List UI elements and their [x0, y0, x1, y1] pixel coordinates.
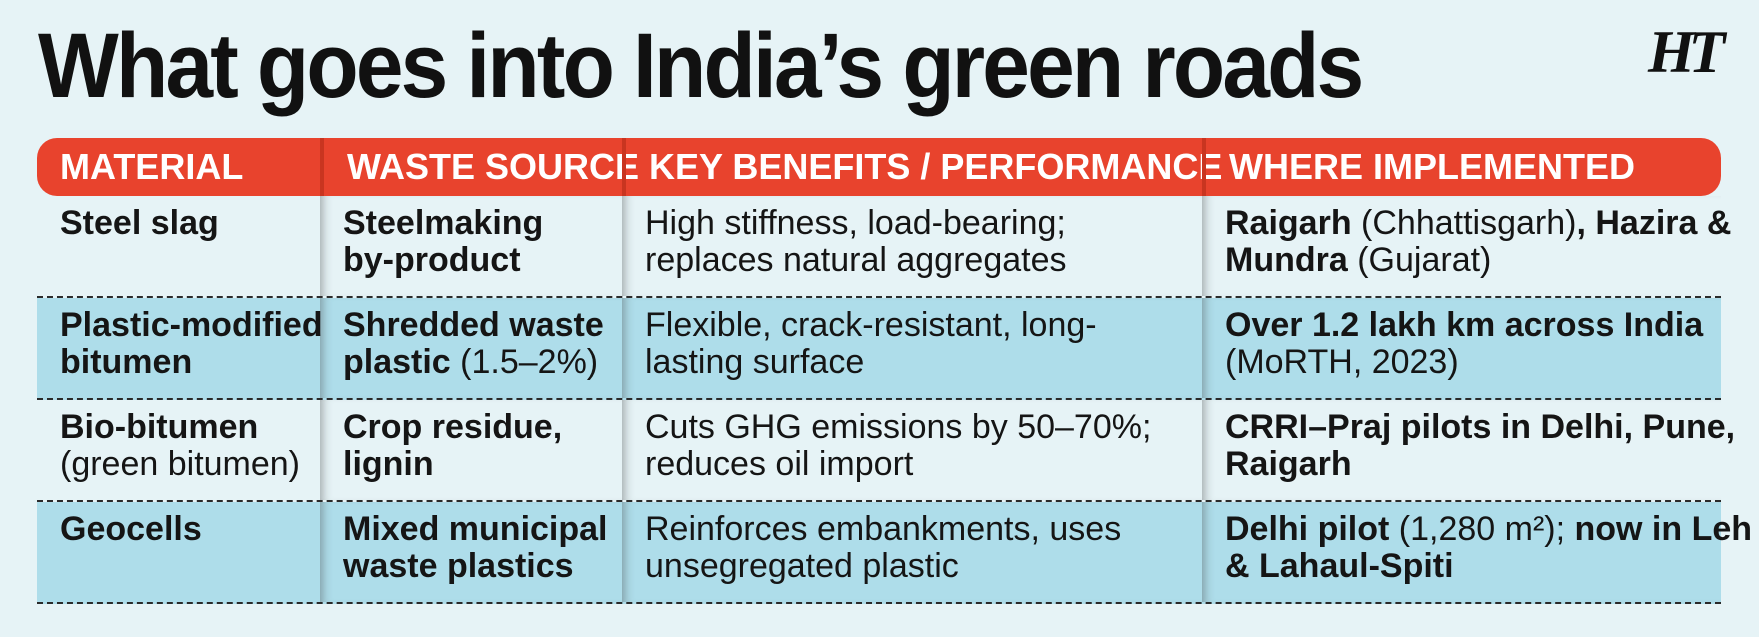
benefits-cell: Flexible, crack-resistant, long- lasting…: [622, 298, 1202, 398]
material-note: (green bitumen): [60, 445, 301, 483]
material-name: bitumen: [60, 343, 193, 381]
benefits-line: Flexible, crack-resistant, long-: [645, 306, 1097, 344]
material-name: Plastic-modified: [60, 306, 323, 344]
where-cell: Over 1.2 lakh km across India (MoRTH, 20…: [1202, 298, 1721, 398]
waste-source-cell: Mixed municipal waste plastics: [320, 502, 622, 602]
waste-source-line: Shredded waste: [343, 306, 604, 344]
waste-source-note: (1.5–2%): [450, 343, 599, 381]
benefits-cell: Reinforces embankments, uses unsegregate…: [622, 502, 1202, 602]
benefits-line: reduces oil import: [645, 445, 914, 483]
header-where-implemented: WHERE IMPLEMENTED: [1202, 138, 1721, 196]
benefits-cell: Cuts GHG emissions by 50–70%; reduces oi…: [622, 400, 1202, 500]
where-place: Mundra: [1225, 241, 1348, 279]
page-title: What goes into India’s green roads: [38, 15, 1364, 117]
where-line: (MoRTH, 2023): [1225, 343, 1459, 381]
benefits-line: High stiffness, load-bearing;: [645, 204, 1066, 242]
waste-source-line: Crop residue,: [343, 408, 563, 446]
where-line: Delhi pilot (1,280 m²); now in Leh: [1225, 510, 1752, 548]
material-cell: Bio-bitumen (green bitumen): [37, 400, 320, 500]
material-name: Geocells: [60, 510, 202, 548]
waste-source-line: plastic (1.5–2%): [343, 344, 622, 381]
material-cell: Plastic-modified bitumen: [37, 298, 323, 398]
waste-source-cell: Shredded waste plastic (1.5–2%): [320, 298, 622, 398]
where-line: & Lahaul-Spiti: [1225, 547, 1454, 585]
where-cell: Raigarh (Chhattisgarh), Hazira & Mundra …: [1202, 196, 1731, 296]
benefits-line: Cuts GHG emissions by 50–70%;: [645, 408, 1152, 446]
header-material: MATERIAL: [60, 146, 244, 187]
header-waste-source: WASTE SOURCE: [320, 138, 639, 196]
where-cell: Delhi pilot (1,280 m²); now in Leh & Lah…: [1202, 502, 1752, 602]
waste-source-cell: Crop residue, lignin: [320, 400, 622, 500]
benefits-line: unsegregated plastic: [645, 547, 959, 585]
where-cell: CRRI–Praj pilots in Delhi, Pune, Raigarh: [1202, 400, 1736, 500]
benefits-line: Reinforces embankments, uses: [645, 510, 1122, 548]
header-key-benefits: KEY BENEFITS / PERFORMANCE: [622, 138, 1222, 196]
waste-source-line: Mixed municipal: [343, 510, 608, 548]
where-note: (1,280 m²);: [1389, 510, 1575, 548]
material-name: Steel slag: [60, 204, 219, 242]
benefits-line: replaces natural aggregates: [645, 241, 1067, 279]
table-row: Geocells Mixed municipal waste plastics …: [37, 502, 1752, 604]
table-row: Bio-bitumen (green bitumen) Crop residue…: [37, 400, 1736, 502]
where-line: Over 1.2 lakh km across India: [1225, 306, 1704, 344]
table-row: Plastic-modified bitumen Shredded waste …: [37, 298, 1721, 400]
where-place: , Hazira &: [1576, 204, 1732, 242]
where-state: (Gujarat): [1347, 241, 1492, 279]
waste-source-line: waste plastics: [343, 547, 574, 585]
where-place: Raigarh: [1225, 204, 1352, 242]
where-place: now in Leh: [1574, 510, 1753, 548]
where-line: Mundra (Gujarat): [1225, 242, 1721, 279]
waste-source-cell: Steelmaking by-product: [320, 196, 622, 296]
waste-source-line: by-product: [343, 241, 521, 279]
where-place: Delhi pilot: [1225, 510, 1390, 548]
where-line: Raigarh: [1225, 445, 1352, 483]
material-cell: Geocells: [37, 502, 320, 602]
waste-source-line: lignin: [343, 445, 434, 483]
material-name: Bio-bitumen: [60, 408, 259, 446]
table-header: MATERIAL WASTE SOURCE KEY BENEFITS / PER…: [37, 138, 1721, 196]
where-state: (Chhattisgarh): [1351, 204, 1577, 242]
benefits-cell: High stiffness, load-bearing; replaces n…: [622, 196, 1202, 296]
benefits-line: lasting surface: [645, 343, 865, 381]
material-cell: Steel slag: [37, 196, 320, 296]
table-row: Steel slag Steelmaking by-product High s…: [37, 196, 1731, 298]
waste-source-name: plastic: [343, 343, 451, 381]
where-line: Raigarh (Chhattisgarh), Hazira &: [1225, 204, 1731, 242]
ht-logo: HT: [1648, 19, 1725, 85]
where-line: CRRI–Praj pilots in Delhi, Pune,: [1225, 408, 1736, 446]
materials-table: MATERIAL WASTE SOURCE KEY BENEFITS / PER…: [37, 138, 1752, 604]
waste-source-line: Steelmaking: [343, 204, 544, 242]
